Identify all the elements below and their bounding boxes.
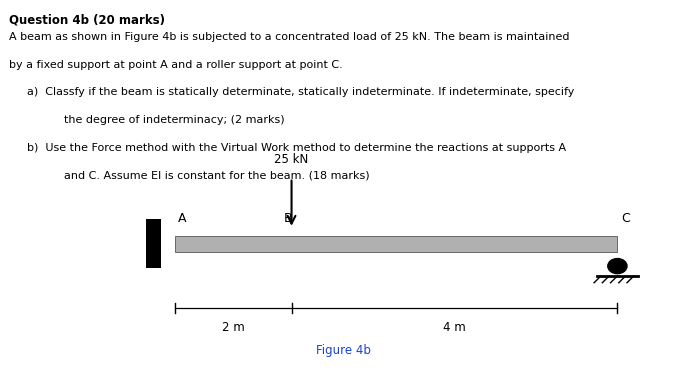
Text: 2 m: 2 m xyxy=(222,321,245,334)
Bar xyxy=(175,236,617,252)
Text: 4 m: 4 m xyxy=(443,321,466,334)
Bar xyxy=(146,219,161,268)
Text: the degree of indeterminacy; (2 marks): the degree of indeterminacy; (2 marks) xyxy=(50,115,285,125)
Text: Figure 4b: Figure 4b xyxy=(316,344,370,357)
Text: A: A xyxy=(178,212,187,225)
Ellipse shape xyxy=(608,259,627,274)
Text: B: B xyxy=(283,212,292,225)
Text: b)  Use the Force method with the Virtual Work method to determine the reactions: b) Use the Force method with the Virtual… xyxy=(27,143,567,152)
Text: a)  Classfy if the beam is statically determinate, statically indeterminate. If : a) Classfy if the beam is statically det… xyxy=(27,87,575,97)
Text: C: C xyxy=(621,212,630,225)
Text: A beam as shown in Figure 4b is subjected to a concentrated load of 25 kN. The b: A beam as shown in Figure 4b is subjecte… xyxy=(9,32,569,42)
Text: and C. Assume EI is constant for the beam. (18 marks): and C. Assume EI is constant for the bea… xyxy=(50,170,370,180)
Text: Question 4b (20 marks): Question 4b (20 marks) xyxy=(9,13,165,26)
Text: 25 kN: 25 kN xyxy=(274,153,309,166)
Text: by a fixed support at point A and a roller support at point C.: by a fixed support at point A and a roll… xyxy=(9,60,343,70)
